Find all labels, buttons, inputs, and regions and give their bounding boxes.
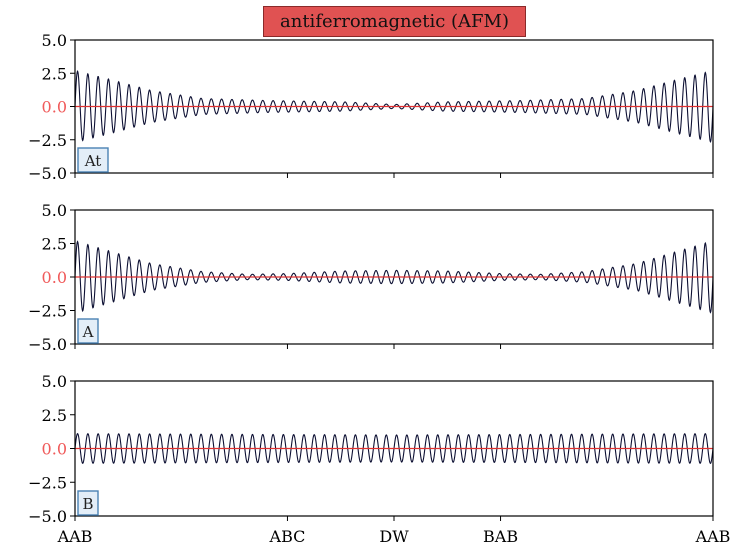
panel-label-box-2 <box>77 318 99 344</box>
panel-label-box-1 <box>77 147 109 173</box>
y-tick-label-2-2: 2.5 <box>42 235 67 254</box>
chart-title: antiferromagnetic (AFM) <box>263 6 526 37</box>
x-tick-label-1: AAB <box>57 527 93 546</box>
y-tick-label-2-4: −2.5 <box>28 302 67 321</box>
y-tick-label-2-3: 0.0 <box>42 268 67 287</box>
y-tick-label-1-5: −5.0 <box>28 164 67 183</box>
y-tick-label-1-1: 5.0 <box>42 31 67 50</box>
y-tick-label-3-3: 0.0 <box>42 440 67 459</box>
panel-label-1: At <box>84 152 102 170</box>
y-tick-label-1-2: 2.5 <box>42 64 67 83</box>
y-tick-label-2-5: −5.0 <box>28 335 67 354</box>
x-tick-label-2: ABC <box>269 527 306 546</box>
panel-label-3: B <box>82 495 93 513</box>
panel-label-2: A <box>82 323 94 341</box>
y-tick-label-3-4: −2.5 <box>28 473 67 492</box>
y-tick-label-2-1: 5.0 <box>42 201 67 220</box>
x-tick-label-4: BAB <box>483 527 518 546</box>
y-tick-label-3-1: 5.0 <box>42 372 67 391</box>
panel-label-box-3 <box>77 490 99 516</box>
x-tick-label-3: DW <box>379 527 409 546</box>
x-tick-label-5: AAB <box>695 527 731 546</box>
y-tick-label-1-4: −2.5 <box>28 131 67 150</box>
y-tick-label-3-2: 2.5 <box>42 406 67 425</box>
y-tick-label-1-3: 0.0 <box>42 98 67 117</box>
y-tick-label-3-5: −5.0 <box>28 507 67 526</box>
